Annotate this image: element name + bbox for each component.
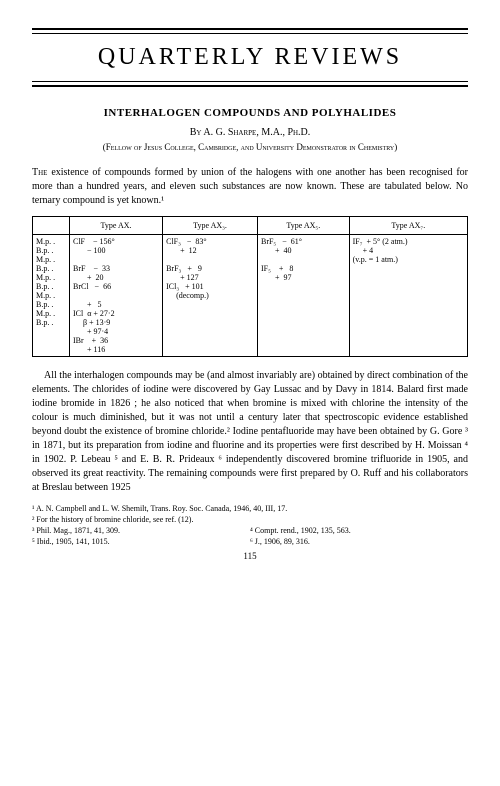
footnote: ² For the history of bromine chloride, s… bbox=[32, 514, 468, 525]
table-header: Type AX₅. bbox=[257, 216, 349, 234]
title-bottom-rule bbox=[32, 81, 468, 87]
table-header: Type AX₇. bbox=[349, 216, 467, 234]
table-cell-ax7: IF₇ + 5° (2 atm.) + 4 (v.p. = 1 atm.) bbox=[349, 234, 467, 356]
table-cell-ax: ClF − 156° − 100 BrF − 33 + 20 BrCl − 66… bbox=[70, 234, 163, 356]
footnote: ¹ A. N. Campbell and L. W. Shemilt, Tran… bbox=[32, 503, 468, 514]
compounds-table: Type AX. Type AX₃. Type AX₅. Type AX₇. M… bbox=[32, 216, 468, 357]
journal-title: QUARTERLY REVIEWS bbox=[32, 44, 468, 71]
table-cell-ax3: ClF₃ − 83° + 12 BrF₃ + 9 + 127 ICl₃ + 10… bbox=[163, 234, 258, 356]
intro-paragraph: The existence of compounds formed by uni… bbox=[32, 166, 468, 208]
footnotes: ¹ A. N. Campbell and L. W. Shemilt, Tran… bbox=[32, 503, 468, 548]
table-header bbox=[33, 216, 70, 234]
footnote: ³ Phil. Mag., 1871, 41, 309. bbox=[32, 525, 250, 536]
footnote: ⁵ Ibid., 1905, 141, 1015. bbox=[32, 536, 250, 547]
footnote: ⁴ Compt. rend., 1902, 135, 563. bbox=[250, 525, 468, 536]
table-header: Type AX₃. bbox=[163, 216, 258, 234]
page-number: 115 bbox=[32, 551, 468, 561]
intro-text: existence of compounds formed by union o… bbox=[32, 167, 468, 206]
body-paragraph: All the interhalogen compounds may be (a… bbox=[32, 369, 468, 495]
footnote: ⁶ J., 1906, 89, 316. bbox=[250, 536, 468, 547]
page: QUARTERLY REVIEWS INTERHALOGEN COMPOUNDS… bbox=[0, 0, 500, 573]
table-cell-ax5: BrF₅ − 61° + 40 IF₅ + 8 + 97 bbox=[257, 234, 349, 356]
affiliation: (Fellow of Jesus College, Cambridge, and… bbox=[32, 142, 468, 154]
table-row: M.p. . B.p. . M.p. . B.p. . M.p. . B.p. … bbox=[33, 234, 468, 356]
byline: By A. G. Sharpe, M.A., Ph.D. bbox=[32, 127, 468, 138]
row-labels: M.p. . B.p. . M.p. . B.p. . M.p. . B.p. … bbox=[33, 234, 70, 356]
article-title: INTERHALOGEN COMPOUNDS AND POLYHALIDES bbox=[32, 107, 468, 119]
table-header: Type AX. bbox=[70, 216, 163, 234]
table-header-row: Type AX. Type AX₃. Type AX₅. Type AX₇. bbox=[33, 216, 468, 234]
top-rule bbox=[32, 28, 468, 34]
